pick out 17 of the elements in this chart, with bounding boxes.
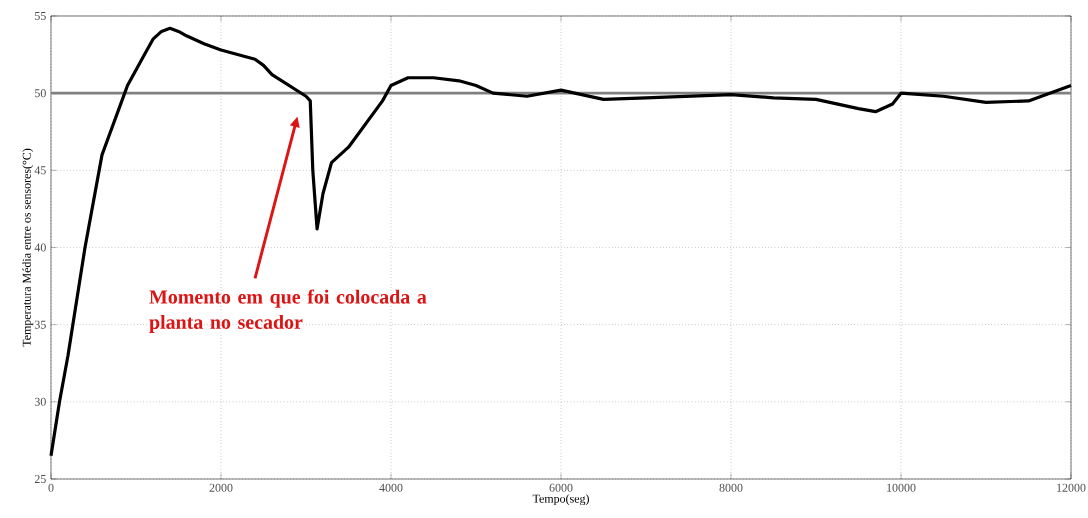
x-tick-label: 6000 <box>549 483 573 492</box>
x-tick-label: 4000 <box>379 483 403 492</box>
y-tick-label: 30 <box>34 397 46 406</box>
x-tick-label: 8000 <box>719 483 743 492</box>
y-tick-label: 50 <box>35 89 46 98</box>
x-axis-title: Tempo(seg) <box>532 494 589 506</box>
annotation: Momento em que foi colocada a planta no secador <box>149 289 427 333</box>
x-tick-label: 10000 <box>887 483 916 492</box>
y-tick-label: 40 <box>34 243 46 252</box>
x-tick-label: 12000 <box>1057 483 1086 492</box>
y-tick-label: 55 <box>35 12 46 20</box>
y-tick-label: 45 <box>34 166 46 175</box>
x-tick-label: 2000 <box>209 483 233 492</box>
x-tick-label: 0 <box>48 483 54 492</box>
y-tick-label: 35 <box>34 320 46 329</box>
y-axis-title: Temperatura Média entre os sensores(°C) <box>22 148 34 347</box>
y-tick-label: 25 <box>34 474 46 484</box>
